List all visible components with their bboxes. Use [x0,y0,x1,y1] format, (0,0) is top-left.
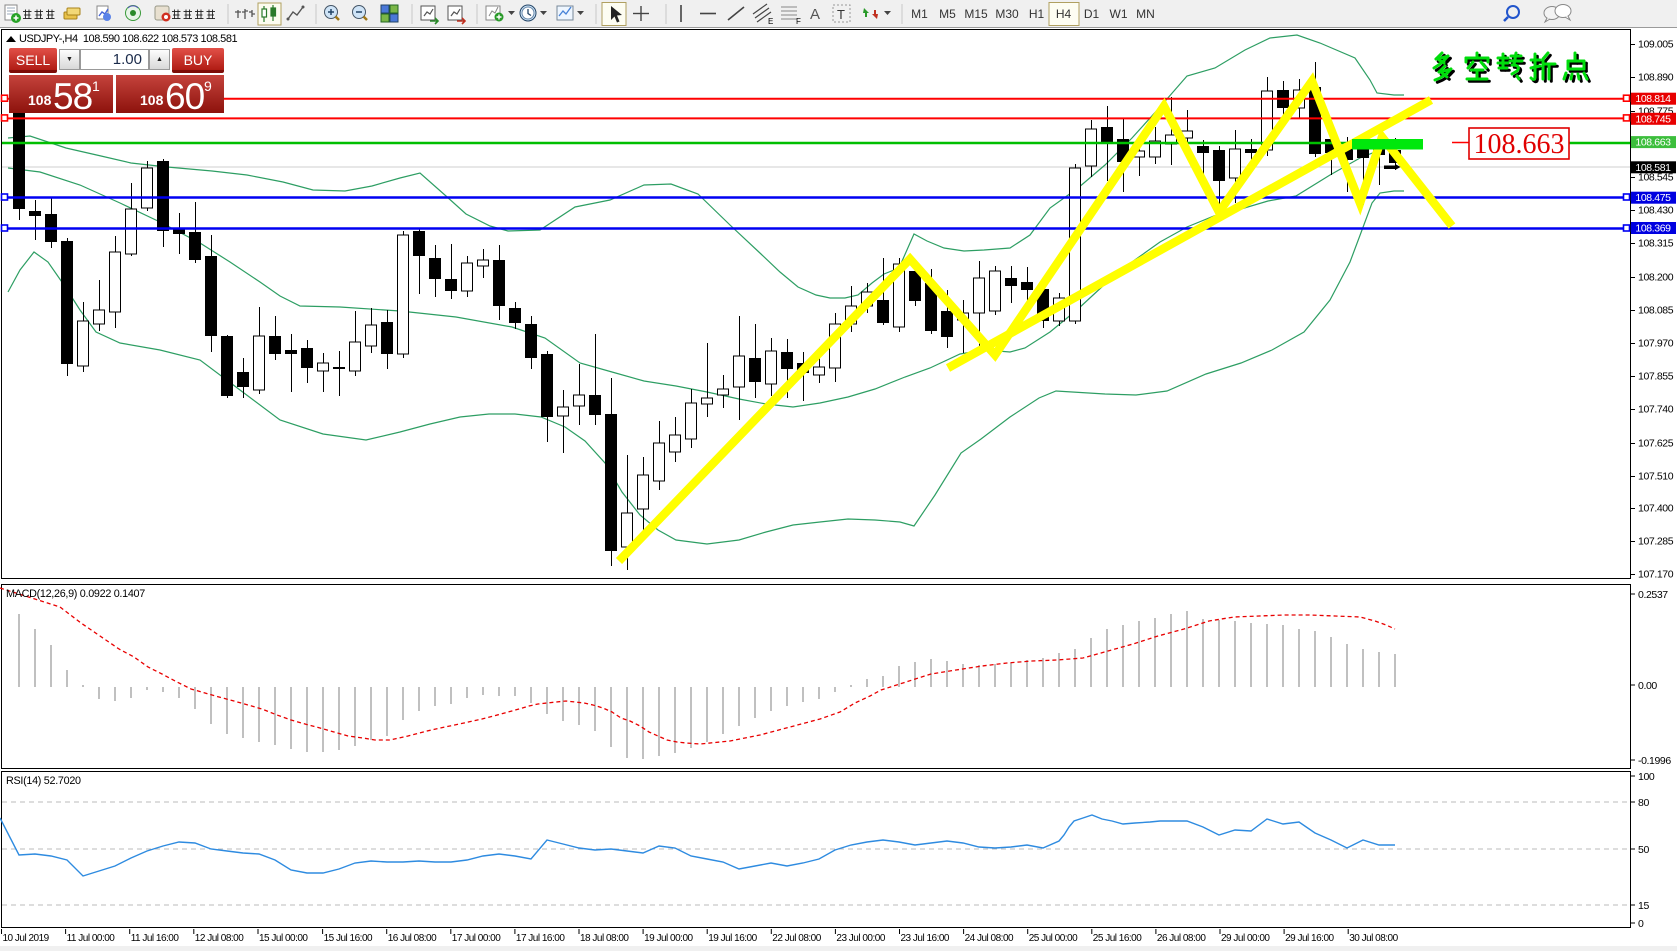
svg-text:29 Jul 00:00: 29 Jul 00:00 [1221,933,1270,944]
svg-text:0.00: 0.00 [1638,680,1657,692]
svg-text:24 Jul 08:00: 24 Jul 08:00 [965,933,1014,944]
svg-text:12 Jul 08:00: 12 Jul 08:00 [195,933,244,944]
svg-text:80: 80 [1638,797,1649,809]
svg-text:M5: M5 [939,7,956,21]
svg-text:W1: W1 [1110,7,1128,21]
svg-text:0.2537: 0.2537 [1638,589,1668,601]
svg-text:108.475: 108.475 [1635,192,1671,204]
svg-text:15 Jul 16:00: 15 Jul 16:00 [324,933,373,944]
svg-text:T: T [837,7,845,22]
svg-text:17 Jul 16:00: 17 Jul 16:00 [516,933,565,944]
svg-text:108.890: 108.890 [1638,72,1674,84]
svg-text:25 Jul 00:00: 25 Jul 00:00 [1029,933,1078,944]
svg-text:15 Jul 00:00: 15 Jul 00:00 [259,933,308,944]
svg-text:11 Jul 16:00: 11 Jul 16:00 [131,933,180,944]
svg-text:0: 0 [1638,918,1644,930]
svg-text:E: E [768,17,773,26]
svg-text:107.400: 107.400 [1638,503,1674,515]
svg-text:108.369: 108.369 [1635,223,1671,235]
svg-text:30 Jul 08:00: 30 Jul 08:00 [1349,933,1398,944]
svg-text:19 Jul 16:00: 19 Jul 16:00 [708,933,757,944]
svg-text:107.170: 107.170 [1638,569,1674,581]
svg-text:107.970: 107.970 [1638,338,1674,350]
svg-text:108.663: 108.663 [1635,137,1671,149]
svg-text:108.814: 108.814 [1635,93,1671,105]
svg-text:108.745: 108.745 [1635,113,1671,125]
svg-text:100: 100 [1638,771,1655,783]
svg-text:29 Jul 16:00: 29 Jul 16:00 [1285,933,1334,944]
svg-text:108.200: 108.200 [1638,272,1674,284]
svg-text:108.085: 108.085 [1638,305,1674,317]
svg-text:USDJPY-,H4 108.590 108.622 10: USDJPY-,H4 108.590 108.622 108.573 108.5… [19,33,237,45]
svg-text:108.430: 108.430 [1638,205,1674,217]
svg-text:23 Jul 00:00: 23 Jul 00:00 [836,933,885,944]
svg-text:MN: MN [1136,7,1155,21]
svg-text:F: F [796,17,801,26]
svg-text:109.005: 109.005 [1638,39,1674,51]
svg-text:18 Jul 08:00: 18 Jul 08:00 [580,933,629,944]
svg-text:A: A [810,6,820,23]
svg-text:15: 15 [1638,900,1649,912]
svg-text:107.285: 107.285 [1638,536,1674,548]
svg-text:107.855: 107.855 [1638,371,1674,383]
svg-text:108.581: 108.581 [1635,162,1671,174]
svg-text:10 Jul 2019: 10 Jul 2019 [3,933,50,944]
svg-text:23 Jul 16:00: 23 Jul 16:00 [901,933,950,944]
svg-text:MACD(12,26,9) 0.0922 0.1407: MACD(12,26,9) 0.0922 0.1407 [6,588,145,600]
svg-text:26 Jul 08:00: 26 Jul 08:00 [1157,933,1206,944]
svg-text:16 Jul 08:00: 16 Jul 08:00 [388,933,437,944]
svg-text:107.625: 107.625 [1638,438,1674,450]
svg-text:108.315: 108.315 [1638,238,1674,250]
svg-text:22 Jul 08:00: 22 Jul 08:00 [772,933,821,944]
svg-text:25 Jul 16:00: 25 Jul 16:00 [1093,933,1142,944]
svg-text:107.740: 107.740 [1638,404,1674,416]
svg-text:M15: M15 [964,7,988,21]
svg-text:11 Jul 00:00: 11 Jul 00:00 [67,933,116,944]
svg-text:50: 50 [1638,844,1649,856]
svg-text:17 Jul 00:00: 17 Jul 00:00 [452,933,501,944]
svg-text:108.663: 108.663 [1474,129,1565,160]
svg-text:19 Jul 00:00: 19 Jul 00:00 [644,933,693,944]
svg-text:-0.1996: -0.1996 [1638,755,1671,767]
svg-text:107.510: 107.510 [1638,471,1674,483]
svg-text:108.545: 108.545 [1638,172,1674,184]
svg-text:H1: H1 [1029,7,1045,21]
svg-text:RSI(14) 52.7020: RSI(14) 52.7020 [6,775,81,787]
svg-text:D1: D1 [1084,7,1100,21]
svg-text:H4: H4 [1056,7,1072,21]
svg-text:M1: M1 [911,7,928,21]
svg-text:M30: M30 [995,7,1019,21]
